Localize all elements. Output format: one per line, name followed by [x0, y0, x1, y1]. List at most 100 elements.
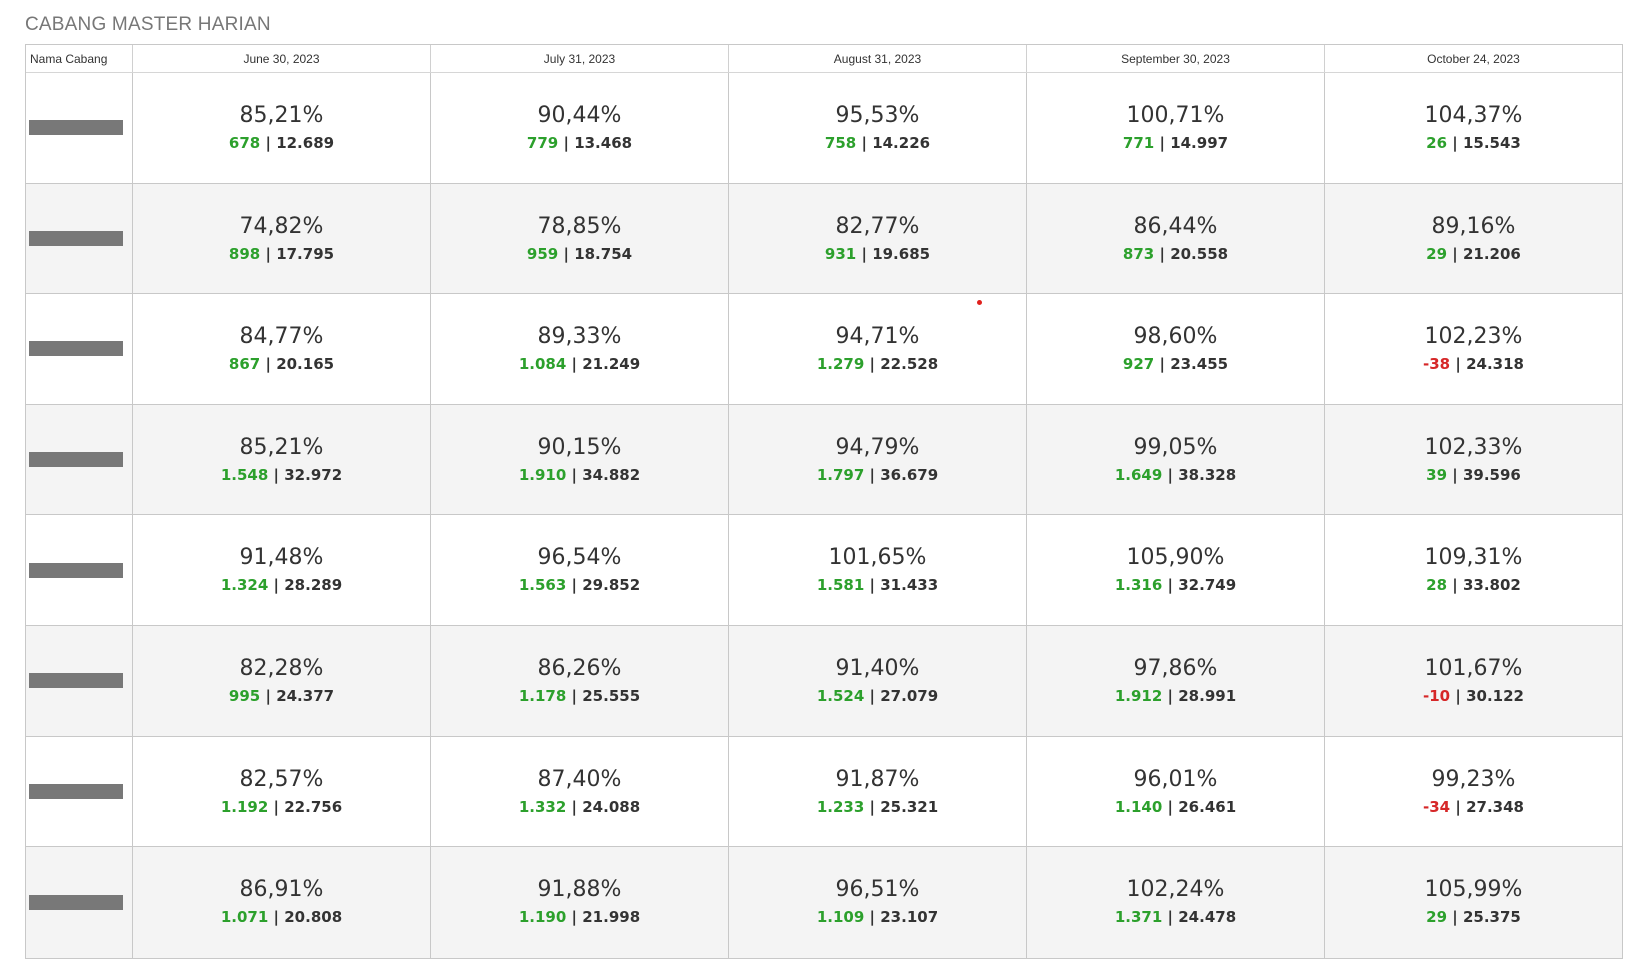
total-value: 15.543 [1462, 134, 1521, 152]
value-cell[interactable]: 94,71% 1.279 | 22.528 [729, 294, 1027, 404]
value-cell[interactable]: 94,79% 1.797 | 36.679 [729, 404, 1027, 515]
value-cell[interactable]: 102,23% -38 | 24.318 [1325, 294, 1622, 404]
percentage-value: 109,31% [1424, 545, 1523, 571]
value-cell[interactable]: 98,60% 927 | 23.455 [1027, 294, 1325, 404]
separator: | [571, 686, 578, 705]
value-cell[interactable]: 85,21% 678 | 12.689 [133, 73, 431, 183]
separator: | [273, 576, 280, 595]
branch-name-cell[interactable] [26, 736, 133, 847]
value-cell[interactable]: 104,37% 26 | 15.543 [1325, 73, 1622, 183]
delta-total-line: 1.190 | 21.998 [431, 907, 728, 927]
value-cell[interactable]: 91,48% 1.324 | 28.289 [133, 515, 431, 625]
branch-name-cell[interactable] [26, 73, 133, 183]
value-cell[interactable]: 82,77% 931 | 19.685 [729, 183, 1027, 294]
value-cell[interactable]: 82,57% 1.192 | 22.756 [133, 736, 431, 847]
positive-delta: 995 [228, 686, 261, 705]
total-value: 33.802 [1462, 576, 1521, 595]
total-value: 19.685 [872, 244, 931, 263]
separator: | [869, 686, 876, 705]
positive-delta: 1.192 [220, 797, 269, 816]
separator: | [1167, 797, 1174, 816]
value-cell[interactable]: 86,26% 1.178 | 25.555 [431, 625, 729, 736]
column-header-date[interactable]: September 30, 2023 [1027, 45, 1325, 72]
percentage-value: 87,40% [537, 766, 622, 792]
total-value: 28.991 [1178, 686, 1237, 705]
branch-name-cell[interactable] [26, 515, 133, 625]
value-cell[interactable]: 102,33% 39 | 39.596 [1325, 405, 1622, 515]
table-row[interactable]: 74,82% 898 | 17.795 78,85% 959 | 18.754 82,7… [26, 183, 1622, 295]
delta-total-line: 1.912 | 28.991 [1027, 686, 1324, 706]
value-cell[interactable]: 96,54% 1.563 | 29.852 [431, 515, 729, 625]
percentage-value: 94,79% [835, 434, 920, 460]
positive-delta: 1.324 [220, 576, 269, 595]
value-cell[interactable]: 109,31% 28 | 33.802 [1325, 515, 1622, 625]
negative-delta: -38 [1423, 355, 1451, 374]
positive-delta: 1.548 [220, 465, 269, 484]
branch-name-cell[interactable] [26, 294, 133, 404]
separator: | [861, 244, 867, 263]
separator: | [265, 686, 271, 705]
value-cell[interactable]: 105,90% 1.316 | 32.749 [1027, 515, 1325, 625]
value-cell[interactable]: 86,44% 873 | 20.558 [1027, 183, 1325, 294]
total-value: 32.972 [284, 465, 343, 484]
percentage-value: 105,99% [1424, 877, 1523, 903]
value-cell[interactable]: 96,01% 1.140 | 26.461 [1027, 736, 1325, 847]
table-row[interactable]: 86,91% 1.071 | 20.808 91,88% 1.190 | 21.998… [26, 847, 1622, 958]
value-cell[interactable]: 86,91% 1.071 | 20.808 [133, 847, 431, 958]
separator: | [1455, 355, 1461, 374]
branch-name-cell[interactable] [26, 847, 133, 958]
column-header-date[interactable]: June 30, 2023 [133, 45, 431, 72]
value-cell[interactable]: 101,67% -10 | 30.122 [1325, 626, 1622, 736]
value-cell[interactable]: 101,65% 1.581 | 31.433 [729, 515, 1027, 625]
value-cell[interactable]: 90,44% 779 | 13.468 [431, 73, 729, 183]
delta-total-line: 1.910 | 34.882 [431, 465, 728, 485]
redacted-branch-name [29, 230, 123, 246]
value-cell[interactable]: 78,85% 959 | 18.754 [431, 183, 729, 294]
value-cell[interactable]: 85,21% 1.548 | 32.972 [133, 404, 431, 515]
table-row[interactable]: 82,28% 995 | 24.377 86,26% 1.178 | 25.555 91… [26, 625, 1622, 737]
value-cell[interactable]: 95,53% 758 | 14.226 [729, 73, 1027, 183]
column-header-date[interactable]: July 31, 2023 [431, 45, 729, 72]
positive-delta: 1.524 [816, 686, 865, 705]
value-cell[interactable]: 87,40% 1.332 | 24.088 [431, 736, 729, 847]
value-cell[interactable]: 97,86% 1.912 | 28.991 [1027, 625, 1325, 736]
value-cell[interactable]: 96,51% 1.109 | 23.107 [729, 847, 1027, 958]
value-cell[interactable]: 89,16% 29 | 21.206 [1325, 184, 1622, 294]
total-value: 24.377 [276, 686, 335, 705]
value-cell[interactable]: 105,99% 29 | 25.375 [1325, 847, 1622, 958]
total-value: 20.165 [276, 355, 335, 374]
total-value: 36.679 [880, 465, 939, 484]
value-cell[interactable]: 100,71% 771 | 14.997 [1027, 73, 1325, 183]
value-cell[interactable]: 102,24% 1.371 | 24.478 [1027, 847, 1325, 958]
positive-delta: 1.190 [518, 908, 567, 927]
total-value: 18.754 [574, 244, 633, 263]
value-cell[interactable]: 91,87% 1.233 | 25.321 [729, 736, 1027, 847]
value-cell[interactable]: 91,88% 1.190 | 21.998 [431, 847, 729, 958]
value-cell[interactable]: 89,33% 1.084 | 21.249 [431, 294, 729, 404]
value-cell[interactable]: 90,15% 1.910 | 34.882 [431, 404, 729, 515]
separator: | [273, 465, 280, 484]
column-header-branch-name[interactable]: Nama Cabang [26, 45, 133, 72]
table-row[interactable]: 84,77% 867 | 20.165 89,33% 1.084 | 21.249 94… [26, 294, 1622, 405]
percentage-value: 95,53% [835, 103, 920, 128]
value-cell[interactable]: 74,82% 898 | 17.795 [133, 183, 431, 294]
column-header-date[interactable]: October 24, 2023 [1427, 52, 1520, 66]
column-header-date[interactable]: August 31, 2023 [729, 45, 1027, 72]
value-cell[interactable]: 84,77% 867 | 20.165 [133, 294, 431, 404]
table-row[interactable]: 85,21% 1.548 | 32.972 90,15% 1.910 | 34.882… [26, 404, 1622, 516]
table-row[interactable]: 82,57% 1.192 | 22.756 87,40% 1.332 | 24.088… [26, 736, 1622, 848]
table-row[interactable]: 91,48% 1.324 | 28.289 96,54% 1.563 | 29.852… [26, 515, 1622, 626]
redacted-branch-name [29, 452, 123, 468]
separator: | [869, 576, 876, 595]
value-cell[interactable]: 91,40% 1.524 | 27.079 [729, 625, 1027, 736]
value-cell[interactable]: 99,05% 1.649 | 38.328 [1027, 404, 1325, 515]
branch-name-cell[interactable] [26, 625, 133, 736]
value-cell[interactable]: 99,23% -34 | 27.348 [1325, 737, 1622, 847]
table-row[interactable]: 85,21% 678 | 12.689 90,44% 779 | 13.468 95,5… [26, 73, 1622, 184]
value-cell[interactable]: 82,28% 995 | 24.377 [133, 625, 431, 736]
branch-table: Nama Cabang June 30, 2023 July 31, 2023 … [25, 44, 1623, 959]
branch-name-cell[interactable] [26, 183, 133, 294]
branch-name-cell[interactable] [26, 404, 133, 515]
delta-total-line: 1.324 | 28.289 [133, 575, 430, 595]
total-value: 32.749 [1178, 576, 1237, 595]
